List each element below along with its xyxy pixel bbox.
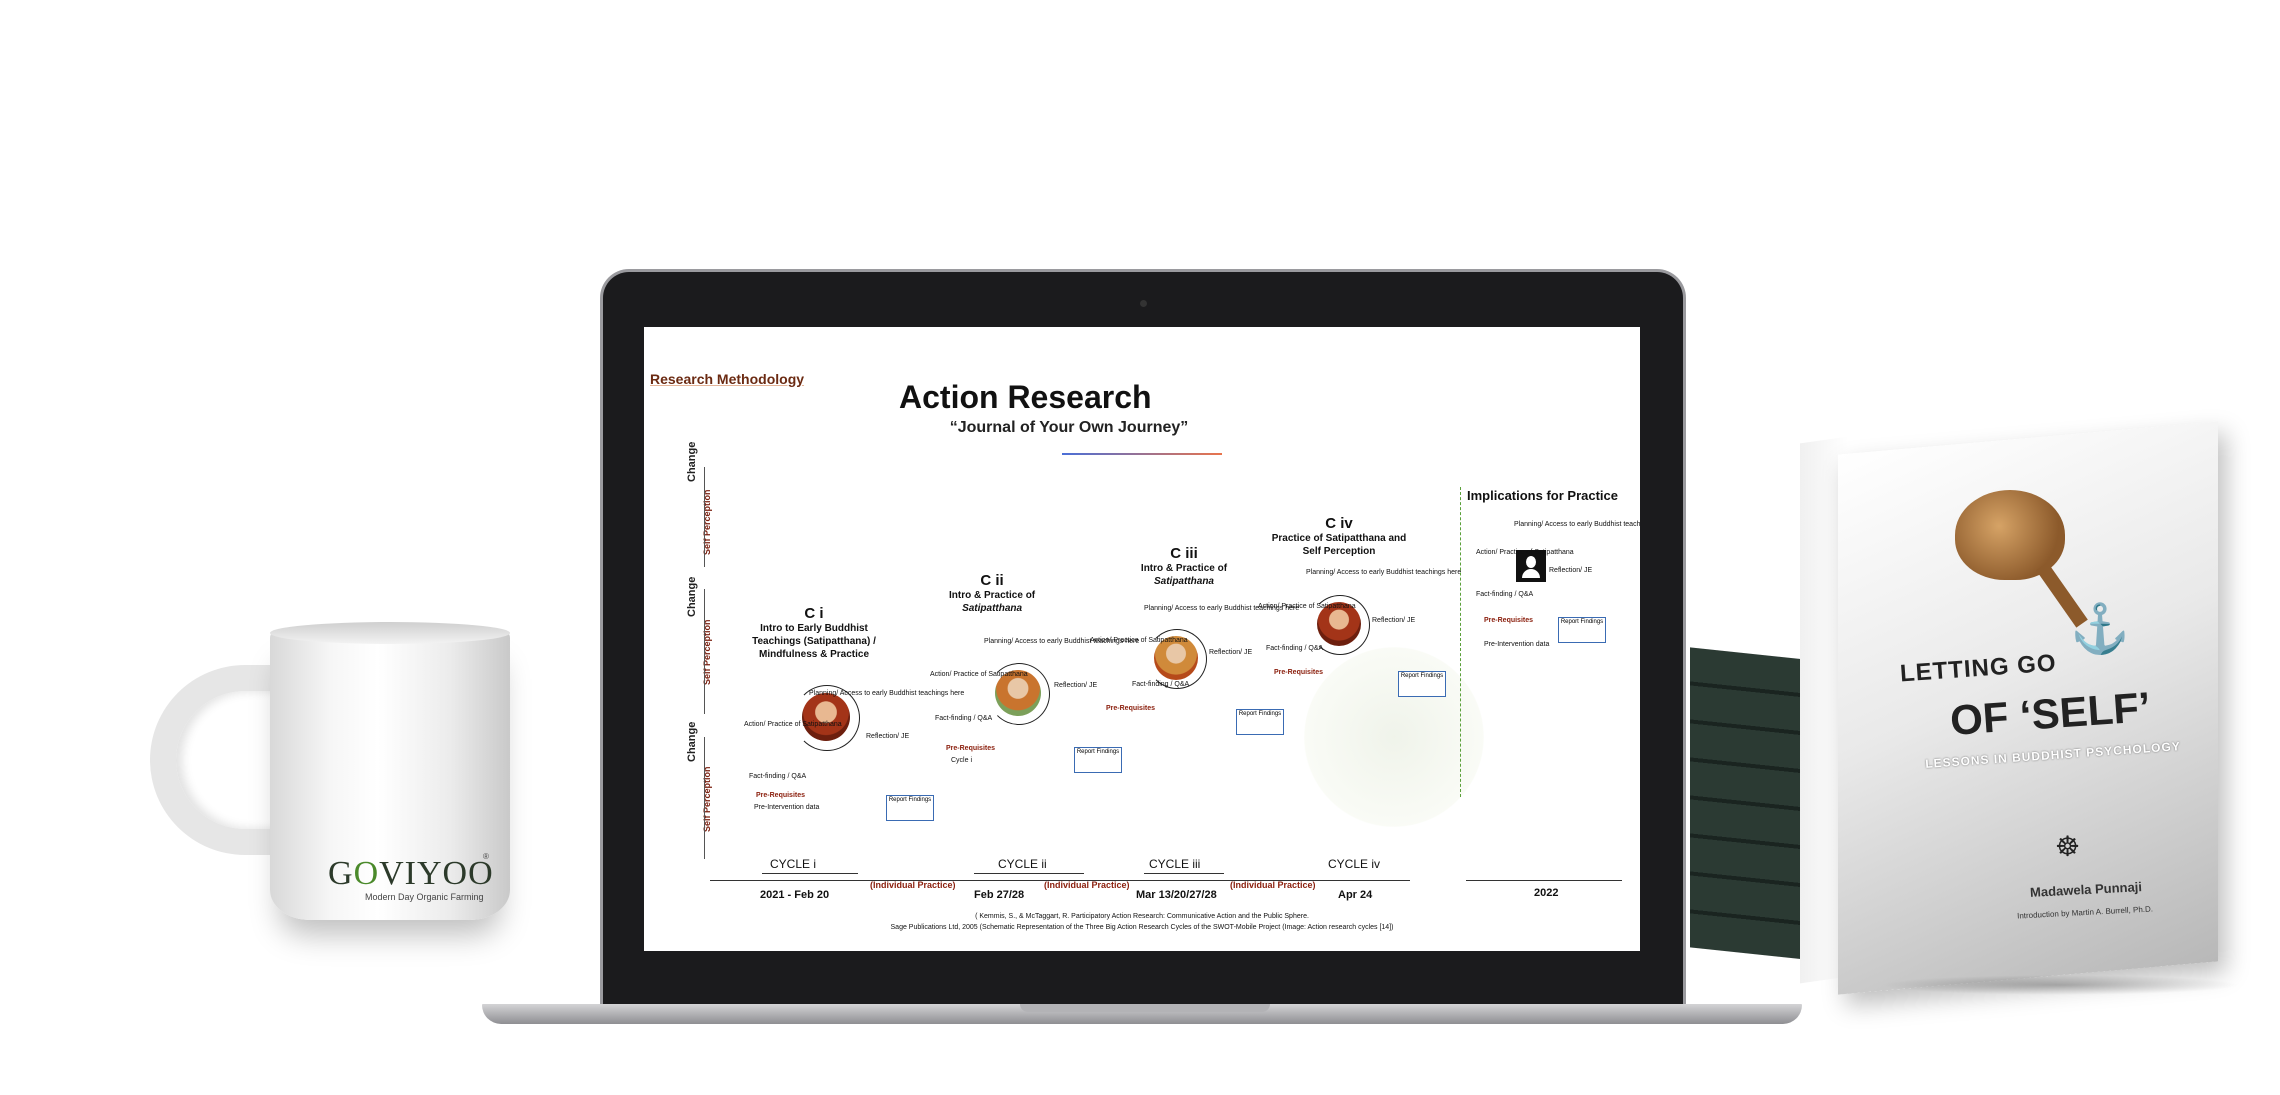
leaf-watermark [1304, 647, 1484, 827]
report-findings-box: Report Findings [1074, 747, 1122, 773]
timeline-line [1466, 880, 1622, 881]
laptop-base [482, 1004, 1802, 1024]
individual-practice-label: (Individual Practice) [1044, 880, 1130, 890]
axis-label-change: Change [686, 441, 698, 482]
cycle-heading: C iii Intro & Practice of Satipatthana [1140, 545, 1228, 587]
mug-brand-logo: GOVIYOO [328, 855, 494, 892]
cycle-date: Feb 27/28 [974, 889, 1025, 901]
mug-body [270, 630, 510, 920]
step-prereq: Pre-Requisites [1274, 669, 1324, 676]
axis-label-change: Change [686, 721, 698, 762]
step-reflection: Reflection/ JE [1549, 567, 1593, 574]
step-action: Action/ Practice of Satipatthana [930, 671, 1028, 678]
implications-date: 2022 [1534, 887, 1559, 899]
individual-practice-label: (Individual Practice) [870, 880, 956, 890]
step-pre-intervention: Pre-Intervention data [1484, 641, 1550, 648]
step-reflection: Reflection/ JE [1209, 649, 1253, 656]
cycle-heading: C i Intro to Early Buddhist Teachings (S… [752, 605, 876, 660]
cycle-date: Mar 13/20/27/28 [1136, 889, 1217, 901]
step-fact-finding: Fact-finding / Q&A [1476, 591, 1534, 598]
step-fact-finding: Fact-finding / Q&A [1132, 681, 1190, 688]
step-action: Action/ Practice of Satipatthana [744, 721, 842, 728]
step-prereq: Pre-Requisites [1106, 705, 1156, 712]
cycle-date: 2021 - Feb 20 [760, 889, 830, 901]
cycle-label: CYCLE i [770, 857, 817, 871]
person-silhouette-icon [1516, 550, 1546, 582]
cycle-date: Apr 24 [1338, 889, 1373, 901]
implications-divider [1460, 487, 1461, 797]
monk-portrait [1317, 602, 1361, 646]
cycle-label: CYCLE iii [1149, 857, 1201, 871]
axis-line [704, 737, 705, 859]
report-findings-box: Report Findings [1236, 709, 1284, 735]
timeline-line [974, 873, 1084, 874]
axis-label-change: Change [686, 576, 698, 617]
axis-line [704, 589, 705, 714]
book-shadow [1880, 975, 2240, 995]
laptop-screen-slide: Research Methodology Action Research “Jo… [644, 327, 1640, 951]
cycle-heading: C iv Practice of Satipatthana and Self P… [1271, 515, 1407, 557]
step-action: Action/ Practice of Satipatthana [1258, 603, 1356, 610]
step-cycle-label: Cycle i [951, 757, 973, 764]
step-action: Action/ Practice of Satipatthana [1090, 637, 1188, 644]
step-planning: Planning/ Access to early Buddhist teach… [809, 690, 965, 697]
monk-portrait [1154, 636, 1198, 680]
step-fact-finding: Fact-finding / Q&A [749, 773, 807, 780]
step-prereq: Pre-Requisites [946, 745, 996, 752]
coffee-mug: GOVIYOO ® Modern Day Organic Farming [150, 620, 530, 920]
monk-portrait [995, 670, 1041, 716]
report-findings-box: Report Findings [1398, 671, 1446, 697]
webcam-icon [1140, 300, 1147, 307]
axis-line [704, 467, 705, 567]
slide-title: Action Research [899, 379, 1152, 415]
report-findings-box: Report Findings [886, 795, 934, 821]
cycle-ring [1310, 595, 1370, 655]
monk-portrait [802, 693, 850, 741]
citation-line: ( Kemmis, S., & McTaggart, R. Participat… [975, 913, 1309, 920]
step-reflection: Reflection/ JE [1372, 617, 1416, 624]
timeline-line [1144, 873, 1224, 874]
implications-title: Implications for Practice [1467, 488, 1618, 503]
cycle-ring [988, 663, 1050, 725]
mug-tagline: Modern Day Organic Farming [365, 892, 484, 902]
step-planning: Planning/ Access to early Buddhist teach… [1144, 605, 1300, 612]
report-findings-box: Report Findings [1558, 617, 1606, 643]
laptop-notch [1020, 1004, 1270, 1012]
step-fact-finding: Fact-finding / Q&A [935, 715, 993, 722]
individual-practice-label: (Individual Practice) [1230, 880, 1316, 890]
section-label: Research Methodology [650, 371, 805, 387]
cycle-ring [794, 685, 860, 751]
step-action: Action/ Practice of Satipatthana [1476, 549, 1574, 556]
anchor-icon: ⚓ [2070, 603, 2130, 656]
buddha-icon: ☸ [2055, 831, 2081, 862]
step-prereq: Pre-Requisites [756, 792, 806, 799]
step-reflection: Reflection/ JE [1054, 682, 1098, 689]
mug-rim [270, 622, 510, 644]
step-planning: Planning/ Access to early Buddhist teach… [1306, 569, 1462, 576]
title-underline [1062, 453, 1222, 455]
cycle-label: CYCLE iv [1328, 857, 1381, 871]
slide-subtitle: “Journal of Your Own Journey” [949, 419, 1189, 436]
timeline-line [762, 873, 858, 874]
step-planning: Planning/ Access to early Buddhist teach… [984, 638, 1140, 645]
step-pre-intervention: Pre-Intervention data [754, 804, 820, 811]
step-fact-finding: Fact-finding / Q&A [1266, 645, 1324, 652]
mug-registered-mark: ® [483, 852, 489, 861]
cycle-heading: C ii Intro & Practice of Satipatthana [949, 572, 1036, 614]
step-reflection: Reflection/ JE [866, 733, 910, 740]
timeline-line [710, 880, 1410, 881]
step-prereq: Pre-Requisites [1484, 617, 1534, 624]
citation-line: Sage Publications Ltd, 2005 (Schematic R… [890, 924, 1394, 931]
step-planning: Planning/ Access to early Buddhist teach… [1514, 521, 1640, 528]
cycle-label: CYCLE ii [998, 857, 1047, 871]
cycle-ring [1147, 629, 1207, 689]
